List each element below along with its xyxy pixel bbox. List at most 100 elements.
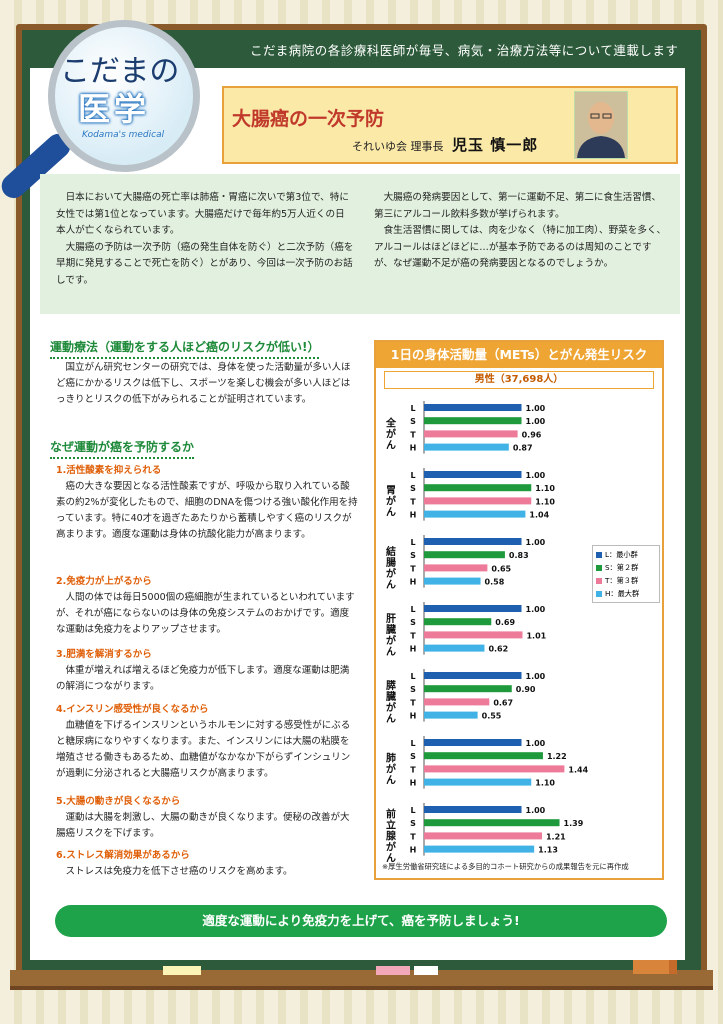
group-letter: S bbox=[410, 551, 416, 560]
group-letter: H bbox=[410, 779, 417, 788]
category-label: ん bbox=[386, 713, 396, 725]
category-label: 肺 bbox=[386, 751, 396, 764]
group-letter: L bbox=[410, 538, 415, 547]
data-label: 0.62 bbox=[488, 645, 508, 654]
category-label: 結 bbox=[386, 545, 396, 558]
data-bar bbox=[424, 765, 565, 773]
data-bar bbox=[424, 577, 481, 585]
category-label: 臓 bbox=[386, 690, 396, 703]
data-bar bbox=[424, 484, 532, 492]
legend-swatch bbox=[596, 565, 602, 571]
data-bar bbox=[424, 752, 543, 760]
group-letter: T bbox=[410, 631, 416, 640]
data-bar bbox=[424, 698, 490, 706]
chalk-yellow bbox=[163, 966, 201, 975]
category-label: ん bbox=[386, 774, 396, 786]
intro-box bbox=[40, 174, 680, 314]
section-text-exercise: 国立がん研究センターの研究では、身体を使った活動量が多い人ほど癌にかかるリスクは… bbox=[56, 360, 358, 408]
reason-text: 血糖値を下げるインスリンというホルモンに対する感受性がにぶると糖尿病になりやすく… bbox=[56, 718, 358, 782]
category-label: 腸 bbox=[386, 556, 396, 569]
data-bar bbox=[424, 739, 522, 746]
reason-text: 癌の大きな要因となる活性酸素ですが、呼吸から取り入れている酸素の約2%が変化した… bbox=[56, 479, 358, 543]
reason-title: 5.大腸の動きが良くなるから bbox=[56, 796, 181, 807]
eraser bbox=[633, 956, 677, 974]
reason-paragraph: 人間の体では毎日5000個の癌細胞が生まれているといわれていますが、それが癌にな… bbox=[56, 592, 355, 635]
category-label: が bbox=[386, 567, 397, 580]
reason-paragraph: 運動は大腸を刺激し、大腸の動きが良くなります。便秘の改善が大腸癌リスクを下げます… bbox=[56, 812, 350, 839]
data-label: 0.90 bbox=[516, 685, 536, 694]
category-label: が bbox=[386, 762, 397, 775]
category-label: が bbox=[386, 634, 397, 647]
chart-footnote: ※厚生労働省研究班による多目的コホート研究からの成果報告を元に再作成 bbox=[382, 862, 629, 871]
group-letter: H bbox=[410, 578, 417, 587]
group-letter: L bbox=[410, 605, 415, 614]
data-bar bbox=[424, 618, 492, 626]
group-letter: L bbox=[410, 404, 415, 413]
data-label: 0.96 bbox=[522, 430, 542, 439]
section-paragraph: 国立がん研究センターの研究では、身体を使った活動量が多い人ほど癌にかかるリスクは… bbox=[56, 362, 351, 405]
intro-paragraph: 食生活習慣に関しては、肉を少なく（特に加工肉）、野菜を多く、アルコールはほどほど… bbox=[374, 225, 667, 269]
group-letter: H bbox=[410, 712, 417, 721]
data-label: 1.13 bbox=[538, 846, 558, 855]
reason-text: ストレスは免疫力を低下させ癌のリスクを高めます。 bbox=[56, 864, 358, 880]
data-label: 1.00 bbox=[526, 605, 546, 614]
category-label: ん bbox=[386, 646, 396, 658]
reason-text: 運動は大腸を刺激し、大腸の動きが良くなります。便秘の改善が大腸癌リスクを下げます… bbox=[56, 810, 358, 842]
group-letter: S bbox=[410, 685, 416, 694]
chalk-tray bbox=[10, 970, 713, 990]
author-organization: それいゆ会 理事長 bbox=[352, 140, 444, 153]
data-bar bbox=[424, 672, 522, 679]
data-bar bbox=[424, 644, 485, 652]
reason-title: 2.免疫力が上がるから bbox=[56, 576, 152, 587]
data-label: 1.00 bbox=[526, 404, 546, 413]
reason-title: 1.活性酸素を抑えられる bbox=[56, 465, 162, 476]
data-label: 1.22 bbox=[547, 752, 567, 761]
group-letter: S bbox=[410, 484, 416, 493]
section-heading-why: なぜ運動が癌を予防するか bbox=[50, 438, 195, 459]
data-label: 1.10 bbox=[535, 497, 555, 506]
category-label: が bbox=[386, 427, 397, 440]
data-bar bbox=[424, 417, 522, 425]
author-photo bbox=[574, 91, 628, 159]
data-bar bbox=[424, 845, 535, 853]
legend-entry: H：最大群 bbox=[596, 587, 656, 600]
reason-title: 4.インスリン感受性が良くなるから bbox=[56, 704, 209, 715]
data-label: 0.87 bbox=[513, 444, 533, 453]
category-label: 全 bbox=[385, 416, 397, 429]
legend-label: S：第２群 bbox=[605, 563, 639, 572]
group-letter: T bbox=[410, 765, 416, 774]
reason-text: 人間の体では毎日5000個の癌細胞が生まれているといわれていますが、それが癌にな… bbox=[56, 590, 358, 638]
chart-subtitle: 男性（37,698人） bbox=[384, 371, 654, 389]
data-label: 0.58 bbox=[485, 578, 505, 587]
reason-paragraph: ストレスは免疫力を低下させ癌のリスクを高めます。 bbox=[65, 866, 293, 877]
data-label: 0.67 bbox=[493, 698, 513, 707]
data-label: 1.00 bbox=[526, 538, 546, 547]
category-label: が bbox=[386, 494, 397, 507]
data-label: 1.00 bbox=[526, 417, 546, 426]
data-bar bbox=[424, 564, 488, 572]
data-label: 1.00 bbox=[526, 471, 546, 480]
data-bar bbox=[424, 443, 509, 451]
category-label: 臓 bbox=[386, 623, 396, 636]
group-letter: T bbox=[410, 430, 416, 439]
data-bar bbox=[424, 806, 522, 813]
data-bar bbox=[424, 430, 518, 438]
group-letter: L bbox=[410, 672, 415, 681]
closing-banner: 適度な運動により免疫力を上げて、癌を予防しましょう! bbox=[55, 905, 667, 937]
intro-paragraph: 日本において大腸癌の死亡率は肺癌・胃癌に次いで第3位で、特に女性では第1位となっ… bbox=[56, 192, 349, 236]
data-bar bbox=[424, 832, 542, 840]
data-label: 1.44 bbox=[568, 765, 588, 774]
reason-title: 3.肥満を解消するから bbox=[56, 649, 152, 660]
data-bar bbox=[424, 631, 523, 639]
category-label: ん bbox=[386, 506, 396, 518]
category-label: 腺 bbox=[386, 829, 397, 842]
data-label: 0.65 bbox=[491, 564, 511, 573]
legend-entry: T：第３群 bbox=[596, 574, 656, 587]
data-label: 1.21 bbox=[546, 832, 566, 841]
category-label: が bbox=[386, 840, 397, 853]
section-heading-exercise: 運動療法（運動をする人ほど癌のリスクが低い!） bbox=[50, 338, 320, 359]
category-label: が bbox=[386, 701, 397, 714]
reason-title: 6.ストレス解消効果があるから bbox=[56, 850, 190, 861]
group-letter: S bbox=[410, 417, 416, 426]
